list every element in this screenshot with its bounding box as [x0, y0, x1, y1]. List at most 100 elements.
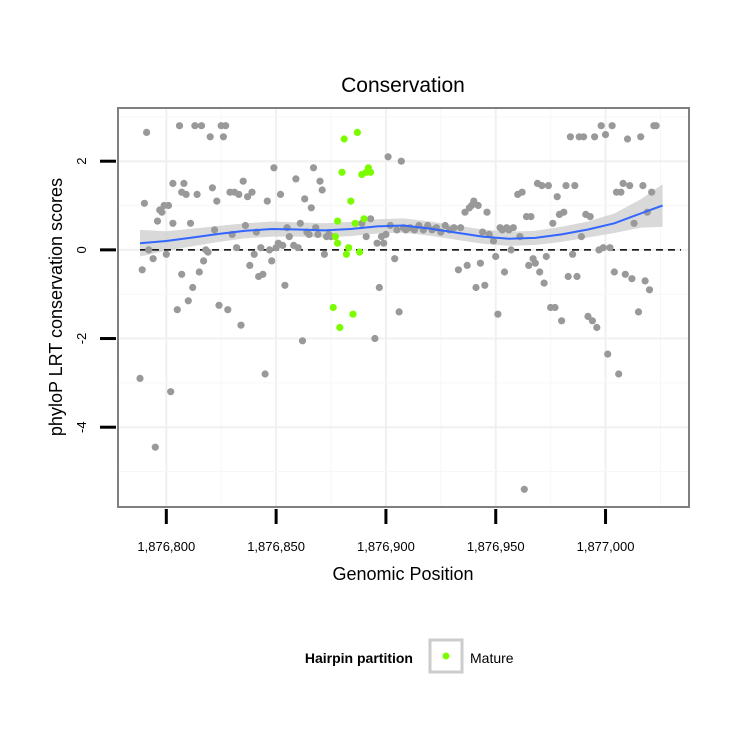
background-point [569, 250, 577, 258]
x-tick-label: 1,876,850 [247, 539, 305, 554]
background-point [257, 244, 265, 252]
background-point [191, 122, 199, 130]
background-point [588, 317, 597, 325]
background-point [259, 270, 267, 278]
background-point [538, 182, 546, 190]
background-point [265, 246, 274, 254]
background-point [215, 301, 223, 309]
background-point [527, 213, 535, 221]
background-point [233, 244, 241, 252]
background-point [200, 257, 208, 265]
background-point [591, 133, 599, 141]
background-point [551, 303, 559, 312]
background-point [566, 133, 575, 141]
mature-point [334, 217, 342, 225]
background-point [395, 308, 403, 316]
background-point [463, 261, 471, 269]
background-point [213, 197, 221, 205]
background-point [281, 281, 289, 289]
background-point [470, 197, 478, 205]
background-point [182, 190, 190, 198]
background-point [648, 188, 656, 196]
background-point [483, 208, 491, 216]
background-point [292, 175, 300, 183]
background-point [536, 268, 544, 276]
background-point [393, 226, 401, 234]
mature-point [360, 215, 368, 223]
x-tick-label: 1,876,950 [467, 539, 525, 554]
background-point [143, 128, 151, 136]
background-point [476, 259, 484, 267]
background-point [454, 266, 462, 274]
background-point [599, 244, 607, 252]
background-point [204, 248, 212, 256]
background-point [410, 226, 419, 234]
background-point [195, 268, 203, 276]
background-point [180, 179, 188, 187]
background-point [237, 321, 245, 329]
mature-point [351, 219, 359, 227]
background-point [178, 270, 186, 278]
x-tick-label: 1,876,900 [357, 539, 415, 554]
background-point [500, 268, 509, 276]
background-point [606, 244, 614, 252]
background-point [169, 179, 177, 187]
background-point [140, 199, 148, 207]
background-point [472, 283, 480, 292]
x-axis-label: Genomic Position [332, 564, 473, 584]
background-point [391, 255, 399, 263]
y-axis: -4 -2 0 2 [74, 158, 116, 433]
background-point [248, 188, 256, 196]
background-point [211, 226, 219, 234]
background-point [362, 233, 370, 241]
smooth-fit-line [139, 204, 663, 245]
background-point [628, 275, 636, 283]
background-point [580, 133, 588, 141]
background-point [571, 182, 579, 190]
background-point [149, 255, 157, 263]
background-point [169, 219, 177, 227]
y-tick-label: 0 [74, 246, 89, 253]
background-point [479, 228, 487, 236]
background-point [558, 317, 566, 325]
background-point [309, 164, 318, 172]
background-point [162, 250, 170, 258]
mature-point [345, 244, 353, 252]
background-point [241, 221, 249, 230]
background-point [294, 244, 302, 252]
y-tick-label: -2 [74, 333, 89, 345]
background-point [441, 221, 449, 230]
background-point [641, 277, 649, 285]
scatter-points-layer [136, 122, 660, 493]
background-point [244, 193, 252, 201]
background-point [608, 122, 616, 130]
background-point [492, 252, 500, 261]
mature-point [347, 197, 355, 205]
background-point [586, 213, 594, 221]
background-point [637, 133, 645, 141]
background-point [153, 217, 162, 225]
mature-point [356, 248, 364, 256]
mature-point [342, 250, 350, 258]
legend-title: Hairpin partition [305, 650, 413, 666]
background-point [617, 188, 625, 196]
background-point [206, 133, 214, 141]
background-point [263, 197, 271, 205]
background-point [450, 224, 458, 232]
background-point [542, 252, 550, 261]
mature-point [349, 310, 357, 318]
background-point [652, 122, 660, 130]
mature-point [331, 233, 339, 241]
background-point [604, 350, 612, 358]
x-tick-label: 1,876,800 [137, 539, 195, 554]
background-point [564, 272, 572, 281]
background-point [626, 182, 634, 190]
mature-point [353, 128, 361, 136]
background-point [305, 230, 313, 238]
background-point [367, 215, 375, 223]
background-point [553, 193, 561, 201]
background-point [481, 281, 489, 289]
background-point [314, 230, 322, 238]
background-point [173, 306, 181, 314]
background-point [296, 219, 304, 227]
